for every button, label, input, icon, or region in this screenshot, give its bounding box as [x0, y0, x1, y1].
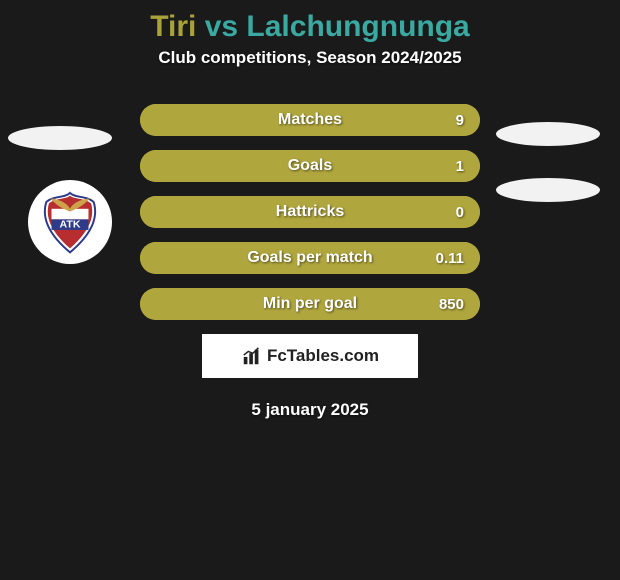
title-vs: vs	[196, 10, 246, 43]
avatar-initials: ATK	[60, 218, 81, 230]
subtitle: Club competitions, Season 2024/2025	[0, 48, 620, 68]
stat-bar-label: Goals per match	[247, 249, 372, 267]
stat-bar: Goals 1	[140, 150, 480, 182]
stat-bars: Matches 9 Goals 1 Hattricks 0 Goals per match 0…	[140, 104, 480, 320]
brand-text: FcTables.com	[267, 346, 379, 366]
footer-date: 5 january 2025	[0, 400, 620, 420]
team-badge-icon: ATK	[37, 189, 103, 255]
stat-bar-label: Goals	[288, 157, 332, 175]
stat-bar: Matches 9	[140, 104, 480, 136]
stat-bar: Min per goal 850	[140, 288, 480, 320]
bar-chart-icon	[241, 345, 263, 367]
stat-bar: Hattricks 0	[140, 196, 480, 228]
stat-bar-label: Min per goal	[263, 295, 357, 313]
page-title: Tiri vs Lalchungnunga	[0, 0, 620, 48]
stat-bar-value: 0	[456, 204, 464, 221]
stat-bar-value: 0.11	[436, 250, 464, 267]
stat-bar-value: 1	[456, 158, 464, 175]
team-avatar: ATK	[28, 180, 112, 264]
title-name1: Tiri	[150, 10, 196, 43]
stat-bar: Goals per match 0.11	[140, 242, 480, 274]
stat-bar-value: 9	[456, 112, 464, 129]
ellipse-right-1	[496, 122, 600, 146]
title-name2: Lalchungnunga	[246, 10, 469, 43]
ellipse-right-2	[496, 178, 600, 202]
stat-bar-value: 850	[439, 296, 464, 313]
ellipse-left-1	[8, 126, 112, 150]
stat-bar-label: Matches	[278, 111, 342, 129]
brand-box[interactable]: FcTables.com	[202, 334, 418, 378]
stat-bar-label: Hattricks	[276, 203, 344, 221]
